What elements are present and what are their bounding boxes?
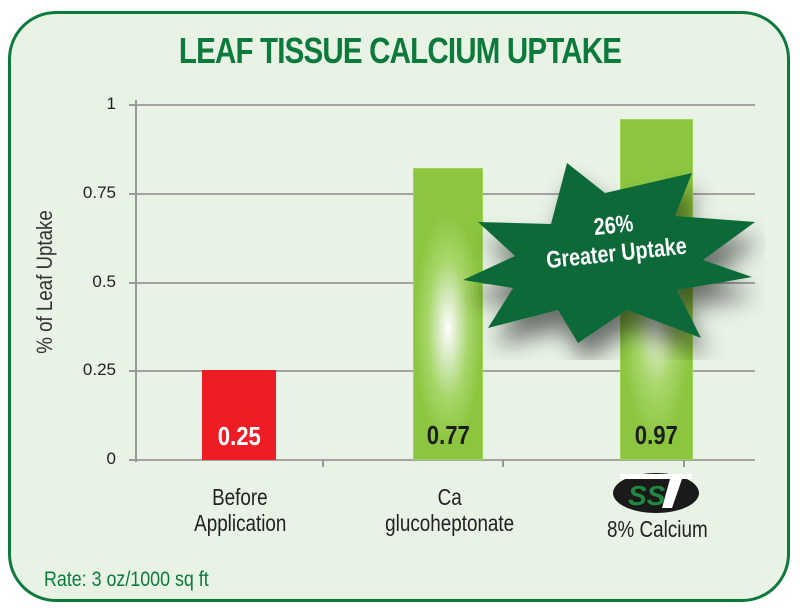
y-tick-label: 1 [106,94,116,113]
y-tick [129,282,137,284]
x-tick [683,460,685,467]
bar-value-label: 0.25 [217,421,261,451]
x-axis-line [136,459,755,461]
y-tick [129,370,137,372]
gridline-1 [136,104,755,106]
y-tick-label: 0.25 [82,360,116,379]
y-tick [129,104,137,106]
bar-before-application: 0.25 [202,370,276,460]
category-label-before-application: Before Application [193,484,287,536]
x-tick [502,460,504,467]
y-tick [129,459,137,461]
y-tick-label: 0.5 [92,272,116,291]
y-axis-label: % of Leaf Uptake [32,210,57,354]
sst-logo-icon: SS [613,473,699,513]
x-tick [322,460,324,467]
y-axis-line [135,100,137,462]
bar-value-label: 0.97 [634,420,679,450]
svg-text:SS: SS [628,480,666,511]
y-tick-label: 0.75 [82,183,116,202]
chart-title: LEAF TISSUE CALCIUM UPTAKE [178,30,622,71]
category-label-sst-8-calcium: 8% Calcium [607,516,708,542]
rate-footnote: Rate: 3 oz/1000 sq ft [44,568,209,591]
starburst-badge [463,163,755,343]
y-tick-label: 0 [106,449,116,468]
bar-value-label: 0.77 [426,420,470,450]
y-tick [129,193,137,195]
bar-ca-glucoheptonate: 0.77 [413,168,483,460]
category-label-ca-glucoheptonate: Ca glucoheptonate [385,484,515,536]
